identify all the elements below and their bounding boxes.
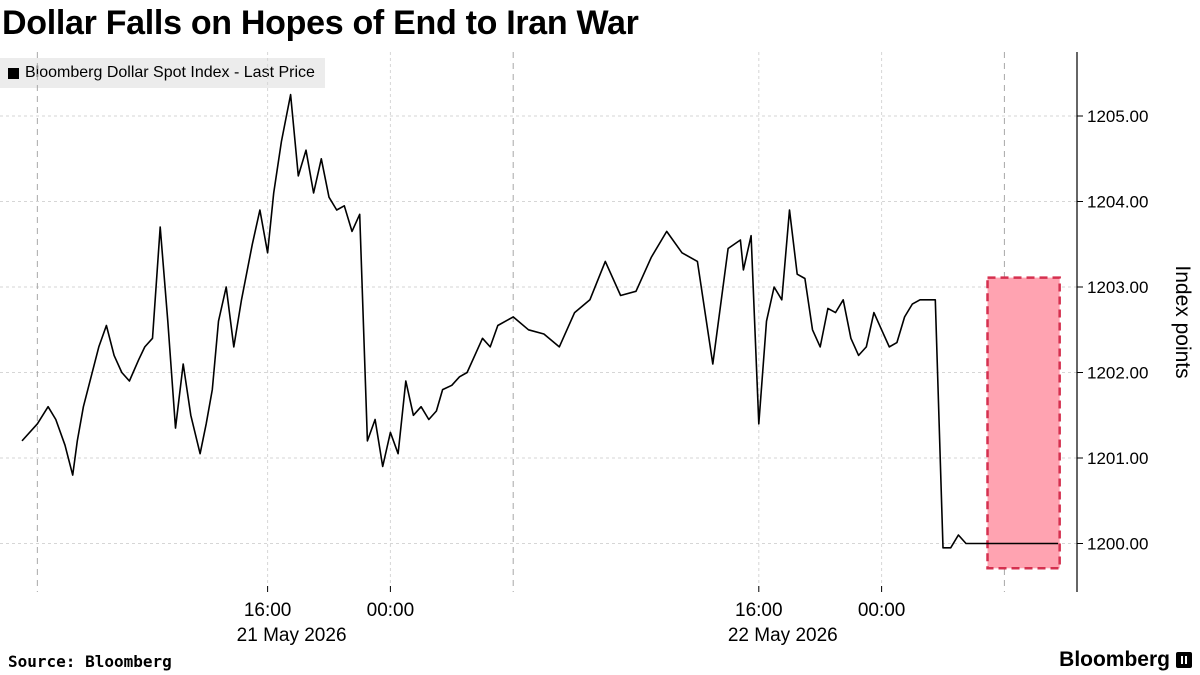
y-tick-label: 1203.00 bbox=[1087, 278, 1148, 297]
chart-title: Dollar Falls on Hopes of End to Iran War bbox=[2, 4, 639, 42]
x-date-label: 21 May 2026 bbox=[237, 625, 347, 646]
x-tick-label: 00:00 bbox=[367, 600, 415, 621]
x-tick-label: 16:00 bbox=[735, 600, 783, 621]
x-date-label: 22 May 2026 bbox=[728, 625, 838, 646]
x-tick-label: 16:00 bbox=[244, 600, 292, 621]
x-tick-label: 00:00 bbox=[858, 600, 906, 621]
y-tick-label: 1200.00 bbox=[1087, 535, 1148, 554]
bloomberg-terminal-icon bbox=[1176, 652, 1192, 668]
series-line bbox=[21, 93, 1059, 549]
legend-label: Bloomberg Dollar Spot Index - Last Price bbox=[25, 64, 315, 81]
y-tick-label: 1201.00 bbox=[1087, 449, 1148, 468]
legend-swatch bbox=[8, 67, 19, 79]
y-tick-label: 1205.00 bbox=[1087, 107, 1148, 126]
y-axis-title: Index points bbox=[1171, 265, 1194, 378]
y-tick-label: 1204.00 bbox=[1087, 193, 1148, 212]
brand-name: Bloomberg bbox=[1059, 648, 1170, 671]
brand-logo: Bloomberg bbox=[1059, 648, 1192, 672]
legend: Bloomberg Dollar Spot Index - Last Price bbox=[0, 58, 325, 88]
source-note: Source: Bloomberg bbox=[8, 652, 172, 671]
y-tick-label: 1202.00 bbox=[1087, 364, 1148, 383]
highlight-box bbox=[986, 276, 1061, 570]
